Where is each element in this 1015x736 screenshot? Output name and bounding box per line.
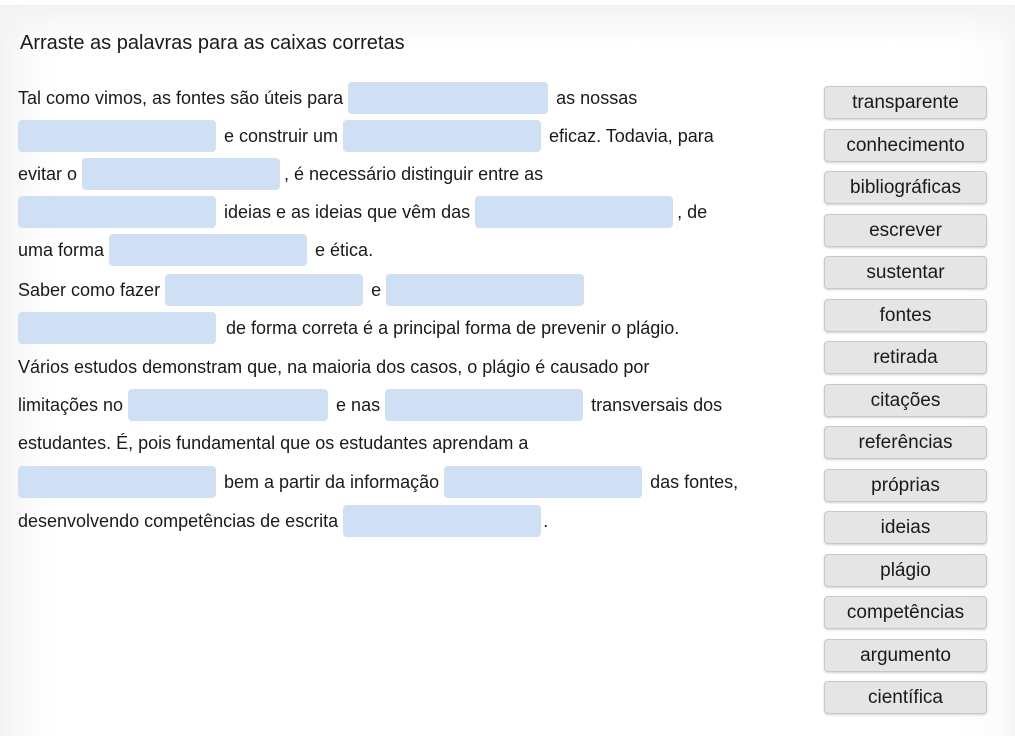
text-segment: as nossas [556,88,638,108]
word-tile[interactable]: ideias [824,511,987,544]
text-segment: estudantes. É, pois fundamental que os e… [18,433,529,453]
text-segment: ideias e as ideias que vêm das [224,202,471,222]
text-segment: Vários estudos demonstram que, na maiori… [18,357,650,377]
text-segment: e construir um [224,126,339,146]
text-segment: e nas [336,395,381,415]
text-segment: e [371,280,382,300]
word-tile[interactable]: citações [824,383,987,417]
text-line: e construir um eficaz. Todavia, para [18,119,714,153]
word-tile[interactable]: sustentar [824,256,987,289]
word-tile[interactable]: referências [824,426,987,459]
text-line: Tal como vimos, as fontes são úteis para… [18,81,637,115]
drop-zone-12[interactable] [385,389,584,421]
text-segment: . [543,511,549,531]
text-segment: de forma correta é a principal forma de … [226,318,680,338]
text-segment: Saber como fazer [18,280,161,300]
drop-zone-3[interactable] [343,120,542,152]
word-tile[interactable]: escrever [824,213,987,247]
drop-zone-15[interactable] [343,505,542,537]
text-segment: e ética. [315,240,374,260]
word-tile[interactable]: transparente [824,86,987,119]
instructions-heading: Arraste as palavras para as caixas corre… [20,32,405,54]
drop-zone-2[interactable] [18,120,216,152]
text-line: Vários estudos demonstram que, na maiori… [18,350,649,384]
text-line: bem a partir da informação das fontes, [18,465,738,499]
text-line: uma forma e ética. [18,233,373,267]
drop-zone-11[interactable] [128,389,329,421]
text-segment: , é necessário distinguir entre as [284,164,544,184]
text-segment: das fontes, [650,472,739,492]
text-segment: bem a partir da informação [224,472,440,492]
text-segment: , de [677,202,708,222]
drop-zone-4[interactable] [82,158,281,190]
drop-zone-7[interactable] [109,234,308,266]
drop-zone-5[interactable] [18,196,216,228]
panel-shadow [0,5,1015,45]
text-segment: transversais dos [591,395,723,415]
text-line: ideias e as ideias que vêm das , de [18,195,707,229]
text-line: Saber como fazer e [18,273,585,307]
text-line: de forma correta é a principal forma de … [18,311,679,345]
drop-zone-1[interactable] [348,82,549,114]
word-tile[interactable]: competências [824,596,987,629]
word-tile[interactable]: bibliográficas [824,171,987,204]
text-line: evitar o , é necessário distinguir entre… [18,157,543,191]
drop-zone-10[interactable] [18,312,216,344]
text-segment: eficaz. Todavia, para [549,126,714,146]
word-tile[interactable]: conhecimento [824,128,987,162]
word-tile[interactable]: fontes [824,298,987,332]
word-tile[interactable]: retirada [824,341,987,374]
drop-zone-14[interactable] [444,466,643,498]
drop-zone-9[interactable] [386,274,585,306]
word-tile[interactable]: argumento [824,638,987,672]
text-segment: evitar o [18,164,78,184]
text-segment: desenvolvendo competências de escrita [18,511,339,531]
text-line: limitações no e nas transversais dos [18,388,722,422]
drop-zone-8[interactable] [165,274,364,306]
text-segment: limitações no [18,395,124,415]
text-segment: Tal como vimos, as fontes são úteis para [18,88,344,108]
word-tile[interactable]: plágio [824,553,987,587]
text-segment: uma forma [18,240,105,260]
word-tile[interactable]: próprias [824,468,987,502]
drop-zone-13[interactable] [18,466,216,498]
word-tile[interactable]: científica [824,681,987,714]
text-line: estudantes. É, pois fundamental que os e… [18,426,528,460]
drop-zone-6[interactable] [475,196,674,228]
text-line: desenvolvendo competências de escrita . [18,504,548,538]
